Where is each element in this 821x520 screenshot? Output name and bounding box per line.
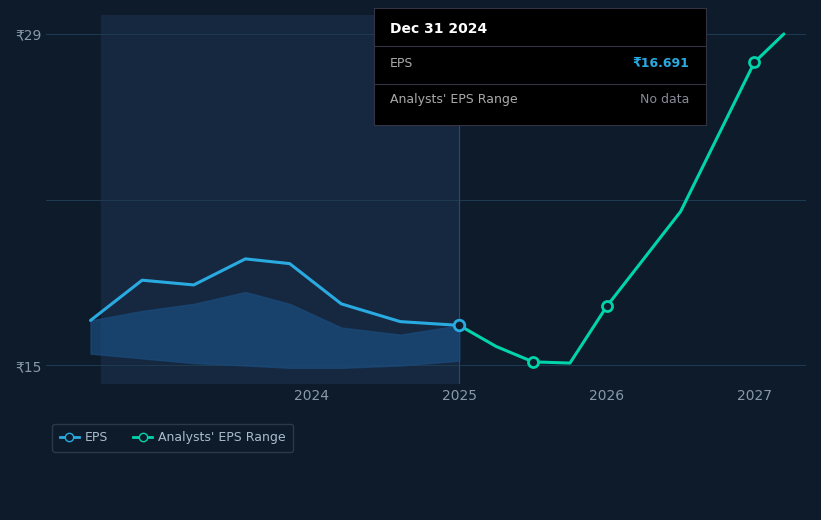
Text: Analysts Forecasts: Analysts Forecasts bbox=[464, 16, 580, 29]
Text: EPS: EPS bbox=[390, 57, 414, 70]
Point bbox=[452, 321, 466, 330]
Point bbox=[600, 302, 613, 310]
Text: ₹16.691: ₹16.691 bbox=[632, 57, 690, 70]
Text: No data: No data bbox=[640, 93, 690, 106]
Point bbox=[526, 358, 539, 366]
Point bbox=[748, 58, 761, 67]
Bar bbox=[101, 15, 459, 384]
Legend: EPS, Analysts' EPS Range: EPS, Analysts' EPS Range bbox=[53, 424, 293, 452]
Text: Analysts' EPS Range: Analysts' EPS Range bbox=[390, 93, 518, 106]
Text: Actual: Actual bbox=[415, 16, 455, 29]
Text: Dec 31 2024: Dec 31 2024 bbox=[390, 22, 488, 36]
